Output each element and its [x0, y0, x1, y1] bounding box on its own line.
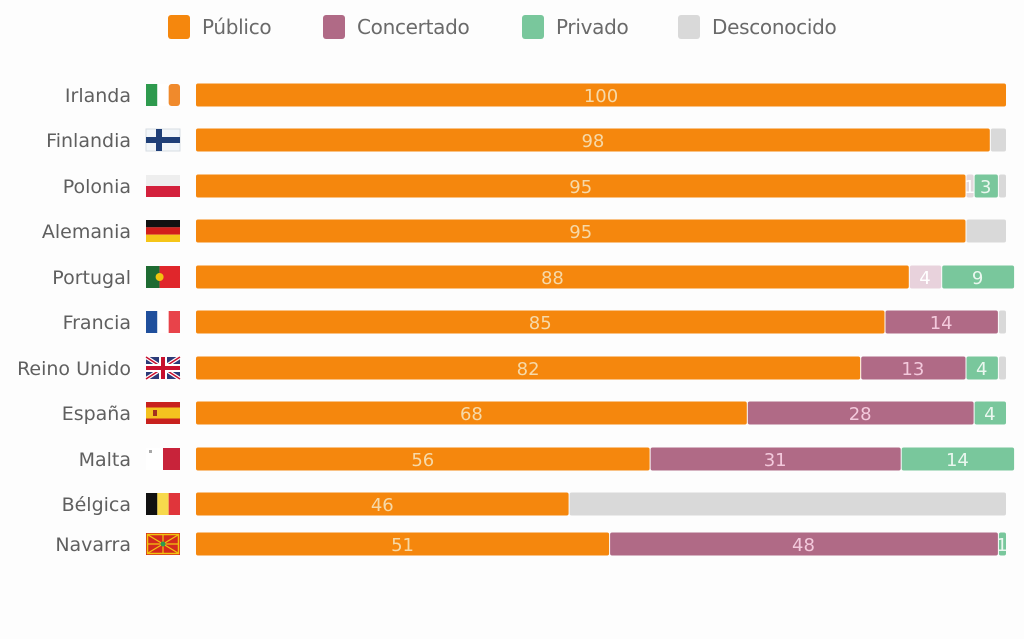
flag-ireland-icon: [146, 84, 180, 106]
bar-segment-desconocido[interactable]: [990, 128, 1006, 152]
data-label: 95: [569, 177, 592, 198]
legend-swatch: [678, 15, 700, 39]
data-label: 4: [919, 268, 930, 289]
bar-segment-público[interactable]: [196, 492, 569, 516]
bar-segment-desconocido[interactable]: [569, 492, 1006, 516]
bar-segment-concertado[interactable]: [747, 401, 974, 425]
data-label: 100: [584, 86, 618, 107]
data-label: 1: [996, 535, 1007, 556]
legend-swatch: [323, 15, 345, 39]
bar-segment-concertado[interactable]: [861, 356, 966, 380]
bar-segment-concertado[interactable]: [909, 265, 942, 289]
flag-navarra-icon: [146, 533, 180, 555]
data-label: 3: [980, 177, 991, 198]
legend-item-desconocido[interactable]: Desconocido: [678, 12, 837, 42]
bar-segment-público[interactable]: [196, 128, 990, 152]
category-label: Bélgica: [62, 494, 131, 516]
legend-item-público[interactable]: Público: [168, 12, 272, 42]
bar-segment-concertado[interactable]: [885, 310, 998, 334]
flag-germany-icon: [146, 220, 180, 242]
bar-segment-privado[interactable]: [901, 447, 1015, 471]
data-label: 48: [792, 535, 815, 556]
data-label: 88: [541, 268, 564, 289]
bar-segment-privado[interactable]: [998, 532, 1006, 556]
category-label: Malta: [79, 449, 131, 471]
flag-malta-icon: [146, 448, 180, 470]
category-label: Portugal: [52, 267, 131, 289]
bar-segment-concertado[interactable]: [610, 532, 998, 556]
bar-segment-privado[interactable]: [966, 356, 998, 380]
data-label: 1: [964, 177, 975, 198]
data-label: 82: [517, 359, 540, 380]
category-label: Polonia: [63, 176, 131, 198]
category-label: Finlandia: [46, 130, 131, 152]
flag-portugal-icon: [146, 266, 180, 288]
flag-france-icon: [146, 311, 180, 333]
flag-belgium-icon: [146, 493, 180, 515]
bar-segment-concertado[interactable]: [966, 174, 974, 198]
bar-segment-público[interactable]: [196, 401, 747, 425]
data-label: 13: [901, 359, 924, 380]
flag-poland-icon: [146, 175, 180, 197]
bar-segment-desconocido[interactable]: [966, 219, 1007, 243]
legend-item-concertado[interactable]: Concertado: [323, 12, 470, 42]
data-label: 4: [976, 359, 987, 380]
data-label: 85: [529, 313, 552, 334]
legend-swatch: [168, 15, 190, 39]
bar-segment-público[interactable]: [196, 174, 966, 198]
bar-segment-desconocido[interactable]: [998, 174, 1006, 198]
legend-label: Desconocido: [712, 15, 837, 39]
data-label: 68: [460, 404, 483, 425]
data-label: 98: [581, 131, 604, 152]
bar-segment-desconocido[interactable]: [998, 356, 1006, 380]
data-label: 56: [411, 450, 434, 471]
legend: Público Concertado Privado Desconocido: [0, 12, 1024, 42]
data-label: 46: [371, 495, 394, 516]
category-label: Reino Unido: [17, 358, 131, 380]
data-label: 28: [849, 404, 872, 425]
bar-segment-público[interactable]: [196, 219, 966, 243]
legend-item-privado[interactable]: Privado: [522, 12, 629, 42]
data-label: 51: [391, 535, 414, 556]
flag-united-kingdom-icon: [144, 355, 182, 381]
bar-segment-concertado[interactable]: [650, 447, 901, 471]
flag-spain-icon: [146, 402, 180, 424]
legend-swatch: [522, 15, 544, 39]
category-label: Navarra: [55, 534, 131, 556]
flag-finland-icon: [145, 128, 181, 152]
data-label: 9: [972, 268, 983, 289]
data-label: 95: [569, 222, 592, 243]
bar-segment-público[interactable]: [196, 310, 885, 334]
category-label: Irlanda: [65, 85, 131, 107]
data-label: 31: [764, 450, 787, 471]
bar-segment-público[interactable]: [196, 265, 909, 289]
category-label: España: [62, 403, 131, 425]
bar-segment-público[interactable]: [196, 83, 1006, 107]
category-label: Francia: [63, 312, 131, 334]
bar-segment-público[interactable]: [196, 356, 861, 380]
data-label: 4: [984, 404, 995, 425]
bar-segment-privado[interactable]: [974, 174, 998, 198]
bar-segment-privado[interactable]: [974, 401, 1006, 425]
category-label: Alemania: [42, 221, 131, 243]
data-label: 14: [946, 450, 969, 471]
legend-label: Concertado: [357, 15, 470, 39]
data-label: 14: [930, 313, 953, 334]
bar-segment-público[interactable]: [196, 532, 610, 556]
legend-label: Público: [202, 15, 272, 39]
legend-label: Privado: [556, 15, 629, 39]
bar-segment-desconocido[interactable]: [998, 310, 1006, 334]
bar-segment-privado[interactable]: [942, 265, 1015, 289]
bar-segment-público[interactable]: [196, 447, 650, 471]
